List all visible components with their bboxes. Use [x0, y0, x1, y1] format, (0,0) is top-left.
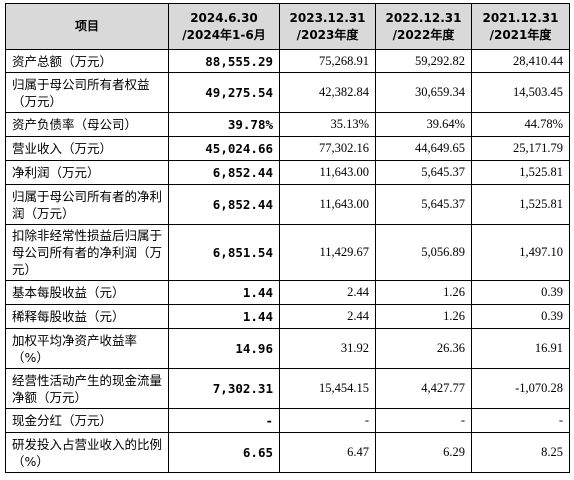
header-2021: 2021.12.31 /2021年度	[471, 3, 570, 50]
table-row: 经营性活动产生的现金流量净额（万元） 7,302.31 15,454.15 4,…	[5, 368, 570, 409]
cell-2024h1: -	[168, 408, 280, 433]
cell-2022: 1.26	[375, 304, 472, 329]
cell-2021: 0.39	[471, 280, 570, 305]
cell-2024h1: 45,024.66	[168, 136, 280, 161]
cell-2021: -	[471, 408, 570, 433]
cell-2023: -	[279, 408, 376, 433]
table-row: 资产总额（万元） 88,555.29 75,268.91 59,292.82 2…	[5, 49, 570, 73]
header-2021-date: 2021.12.31	[482, 10, 559, 25]
header-2023-period: /2023年度	[296, 27, 359, 42]
header-2022-date: 2022.12.31	[385, 10, 462, 25]
cell-2024h1: 6,852.44	[168, 160, 280, 185]
cell-2021: 16.91	[471, 328, 570, 369]
cell-2023: 42,382.84	[279, 72, 376, 113]
cell-2021: 1,525.81	[471, 184, 570, 225]
header-2024h1: 2024.6.30 /2024年1-6月	[168, 3, 280, 50]
cell-2021: 14,503.45	[471, 72, 570, 113]
cell-2024h1: 6.65	[168, 432, 280, 473]
cell-2023: 11,429.67	[279, 224, 376, 281]
header-2024h1-period: /2024年1-6月	[182, 27, 266, 42]
header-2021-period: /2021年度	[489, 27, 552, 42]
cell-2021: 8.25	[471, 432, 570, 473]
cell-2022: 26.36	[375, 328, 472, 369]
cell-2021: 28,410.44	[471, 49, 570, 73]
row-label: 归属于母公司所有者权益（万元）	[5, 72, 169, 113]
cell-2022: -	[375, 408, 472, 433]
cell-2024h1: 14.96	[168, 328, 280, 369]
cell-2023: 2.44	[279, 280, 376, 305]
cell-2024h1: 1.44	[168, 304, 280, 329]
row-label: 资产负债率（母公司）	[5, 112, 169, 137]
row-label: 现金分红（万元）	[5, 408, 169, 433]
cell-2024h1: 88,555.29	[168, 49, 280, 73]
cell-2023: 11,643.00	[279, 184, 376, 225]
row-label: 研发投入占营业收入的比例（%）	[5, 432, 169, 473]
cell-2022: 4,427.77	[375, 368, 472, 409]
cell-2023: 77,302.16	[279, 136, 376, 161]
cell-2022: 6.29	[375, 432, 472, 473]
cell-2024h1: 49,275.54	[168, 72, 280, 113]
cell-2022: 5,645.37	[375, 184, 472, 225]
table-row: 资产负债率（母公司） 39.78% 35.13% 39.64% 44.78%	[5, 112, 570, 137]
header-2023-date: 2023.12.31	[289, 10, 366, 25]
header-2022-period: /2022年度	[392, 27, 455, 42]
table-row: 扣除非经常性损益后归属于母公司所有者的净利润（万元） 6,851.54 11,4…	[5, 224, 570, 281]
table-row: 现金分红（万元） - - - -	[5, 408, 570, 433]
cell-2022: 5,645.37	[375, 160, 472, 185]
row-label: 扣除非经常性损益后归属于母公司所有者的净利润（万元）	[5, 224, 169, 281]
table-row: 归属于母公司所有者的净利润（万元） 6,852.44 11,643.00 5,6…	[5, 184, 570, 225]
cell-2023: 35.13%	[279, 112, 376, 137]
row-label: 净利润（万元）	[5, 160, 169, 185]
row-label: 稀释每股收益（元）	[5, 304, 169, 329]
cell-2021: 1,525.81	[471, 160, 570, 185]
row-label: 加权平均净资产收益率（%）	[5, 328, 169, 369]
cell-2022: 1.26	[375, 280, 472, 305]
row-label: 资产总额（万元）	[5, 49, 169, 73]
cell-2024h1: 6,851.54	[168, 224, 280, 281]
table-row: 营业收入（万元） 45,024.66 77,302.16 44,649.65 2…	[5, 136, 570, 161]
cell-2023: 6.47	[279, 432, 376, 473]
cell-2022: 5,056.89	[375, 224, 472, 281]
cell-2021: 1,497.10	[471, 224, 570, 281]
cell-2021: 44.78%	[471, 112, 570, 137]
row-label: 归属于母公司所有者的净利润（万元）	[5, 184, 169, 225]
cell-2021: 0.39	[471, 304, 570, 329]
cell-2023: 2.44	[279, 304, 376, 329]
table-row: 稀释每股收益（元） 1.44 2.44 1.26 0.39	[5, 304, 570, 329]
table-row: 研发投入占营业收入的比例（%） 6.65 6.47 6.29 8.25	[5, 432, 570, 473]
header-2022: 2022.12.31 /2022年度	[375, 3, 472, 50]
cell-2022: 59,292.82	[375, 49, 472, 73]
cell-2024h1: 39.78%	[168, 112, 280, 137]
row-label: 基本每股收益（元）	[5, 280, 169, 305]
row-label: 经营性活动产生的现金流量净额（万元）	[5, 368, 169, 409]
table-row: 基本每股收益（元） 1.44 2.44 1.26 0.39	[5, 280, 570, 305]
header-item: 项目	[5, 3, 169, 50]
table-row: 净利润（万元） 6,852.44 11,643.00 5,645.37 1,52…	[5, 160, 570, 185]
cell-2024h1: 1.44	[168, 280, 280, 305]
financial-data-table: 项目 2024.6.30 /2024年1-6月 2023.12.31 /2023…	[5, 3, 570, 473]
cell-2024h1: 7,302.31	[168, 368, 280, 409]
cell-2023: 31.92	[279, 328, 376, 369]
header-2024h1-date: 2024.6.30	[190, 10, 258, 25]
table-row: 加权平均净资产收益率（%） 14.96 31.92 26.36 16.91	[5, 328, 570, 369]
cell-2021: 25,171.79	[471, 136, 570, 161]
cell-2022: 39.64%	[375, 112, 472, 137]
cell-2024h1: 6,852.44	[168, 184, 280, 225]
header-row: 项目 2024.6.30 /2024年1-6月 2023.12.31 /2023…	[5, 3, 570, 50]
cell-2023: 75,268.91	[279, 49, 376, 73]
cell-2021: -1,070.28	[471, 368, 570, 409]
cell-2023: 15,454.15	[279, 368, 376, 409]
cell-2022: 44,649.65	[375, 136, 472, 161]
row-label: 营业收入（万元）	[5, 136, 169, 161]
header-2023: 2023.12.31 /2023年度	[279, 3, 376, 50]
table-row: 归属于母公司所有者权益（万元） 49,275.54 42,382.84 30,6…	[5, 72, 570, 113]
cell-2022: 30,659.34	[375, 72, 472, 113]
cell-2023: 11,643.00	[279, 160, 376, 185]
